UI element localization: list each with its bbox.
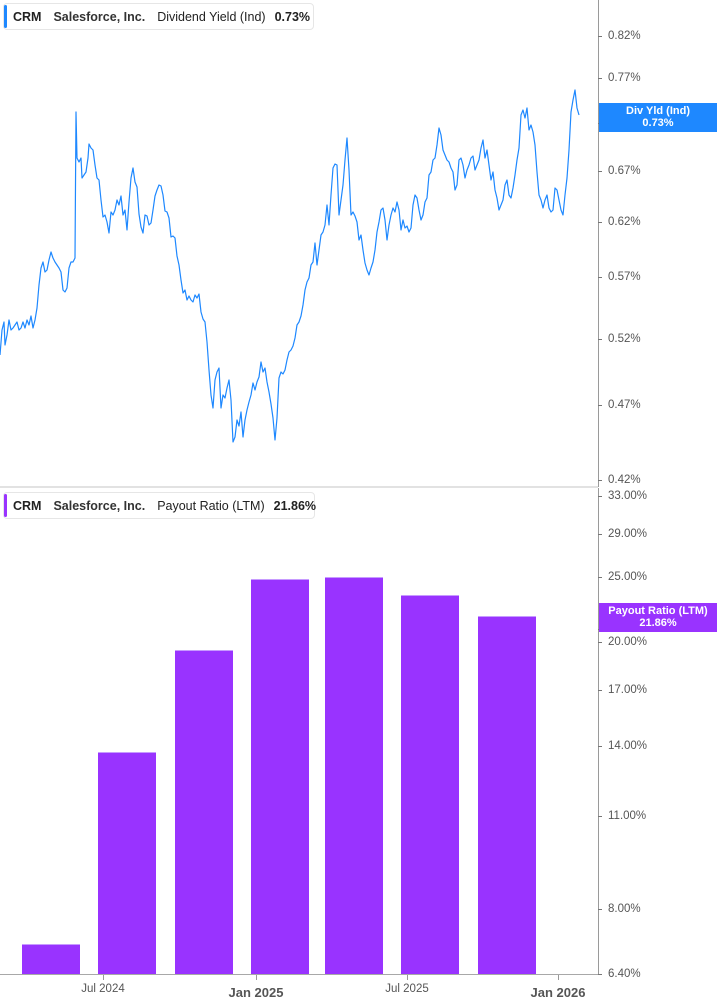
- y-tick-label: 0.57%: [608, 271, 641, 283]
- legend-color-marker: [4, 494, 7, 517]
- badge-label: Payout Ratio (LTM): [608, 605, 708, 617]
- payout-ratio-bar[interactable]: [251, 579, 309, 974]
- y-tick-label: 0.67%: [608, 165, 641, 177]
- y-tick-label: 20.00%: [608, 636, 648, 648]
- payout-ratio-y-axis: [598, 488, 599, 975]
- y-tick-label: 0.42%: [608, 474, 641, 486]
- legend-metric: Dividend Yield (Ind): [157, 9, 266, 24]
- legend-metric: Payout Ratio (LTM): [157, 498, 265, 513]
- dividend-yield-panel: CRM Salesforce, Inc. Dividend Yield (Ind…: [0, 0, 717, 487]
- x-axis-line: [0, 974, 599, 975]
- dividend-yield-value-badge: Div Yld (Ind) 0.73%: [599, 103, 717, 132]
- x-axis-label: Jan 2026: [530, 985, 586, 1000]
- y-tick-mark: [598, 480, 602, 481]
- y-tick-label: 11.00%: [608, 810, 647, 822]
- y-tick-label: 0.52%: [608, 333, 641, 345]
- y-tick-label: 6.40%: [608, 968, 641, 980]
- badge-value: 21.86%: [639, 617, 677, 629]
- y-tick-label: 29.00%: [608, 528, 648, 540]
- y-tick-label: 33.00%: [608, 490, 648, 502]
- x-tick-mark: [558, 975, 559, 980]
- y-tick-mark: [598, 909, 602, 910]
- legend-value: 0.73%: [274, 9, 311, 24]
- y-tick-label: 0.47%: [608, 399, 641, 411]
- y-tick-label: 0.62%: [608, 216, 641, 228]
- y-tick-mark: [598, 577, 602, 578]
- y-tick-mark: [598, 339, 602, 340]
- x-axis-label: Jul 2025: [385, 983, 429, 995]
- y-tick-mark: [598, 534, 602, 535]
- y-tick-mark: [598, 36, 602, 37]
- dividend-yield-legend[interactable]: CRM Salesforce, Inc. Dividend Yield (Ind…: [3, 3, 314, 30]
- payout-ratio-panel: CRM Salesforce, Inc. Payout Ratio (LTM) …: [0, 488, 717, 1005]
- payout-ratio-legend[interactable]: CRM Salesforce, Inc. Payout Ratio (LTM) …: [3, 492, 317, 519]
- y-tick-label: 17.00%: [608, 684, 648, 696]
- y-tick-label: 14.00%: [608, 740, 648, 752]
- y-tick-mark: [598, 816, 602, 817]
- legend-ticker: CRM: [13, 498, 42, 513]
- x-tick-mark: [103, 975, 104, 980]
- y-tick-label: 0.77%: [608, 72, 641, 84]
- x-axis-label: Jan 2025: [228, 985, 284, 1000]
- dividend-yield-y-axis: [598, 0, 599, 487]
- x-tick-mark: [407, 975, 408, 980]
- y-tick-mark: [598, 222, 602, 223]
- payout-ratio-bar[interactable]: [175, 650, 233, 974]
- legend-company: Salesforce, Inc.: [53, 9, 146, 24]
- legend-value: 21.86%: [273, 498, 317, 513]
- legend-ticker: CRM: [13, 9, 42, 24]
- y-tick-label: 25.00%: [608, 571, 648, 583]
- payout-ratio-bar[interactable]: [325, 577, 383, 974]
- y-tick-label: 0.82%: [608, 30, 641, 42]
- y-tick-mark: [598, 690, 602, 691]
- dividend-yield-line: [0, 89, 580, 443]
- y-tick-mark: [598, 78, 602, 79]
- payout-ratio-bar[interactable]: [22, 944, 80, 974]
- payout-ratio-value-badge: Payout Ratio (LTM) 21.86%: [599, 603, 717, 632]
- y-tick-mark: [598, 496, 602, 497]
- y-tick-mark: [598, 277, 602, 278]
- panel-separator[interactable]: [0, 486, 598, 488]
- x-axis-label: Jul 2024: [81, 983, 125, 995]
- y-tick-mark: [598, 746, 602, 747]
- y-tick-mark: [598, 171, 602, 172]
- legend-company: Salesforce, Inc.: [53, 498, 146, 513]
- payout-ratio-bar[interactable]: [401, 595, 459, 974]
- payout-ratio-bar[interactable]: [98, 752, 156, 974]
- y-tick-mark: [598, 642, 602, 643]
- badge-value: 0.73%: [642, 117, 674, 129]
- y-tick-label: 8.00%: [608, 903, 641, 915]
- badge-label: Div Yld (Ind): [626, 105, 690, 117]
- legend-color-marker: [4, 5, 7, 28]
- dividend-yield-line-plot[interactable]: [0, 0, 598, 487]
- payout-ratio-bar[interactable]: [478, 616, 536, 974]
- y-tick-mark: [598, 405, 602, 406]
- y-tick-mark: [598, 974, 602, 975]
- x-tick-mark: [256, 975, 257, 980]
